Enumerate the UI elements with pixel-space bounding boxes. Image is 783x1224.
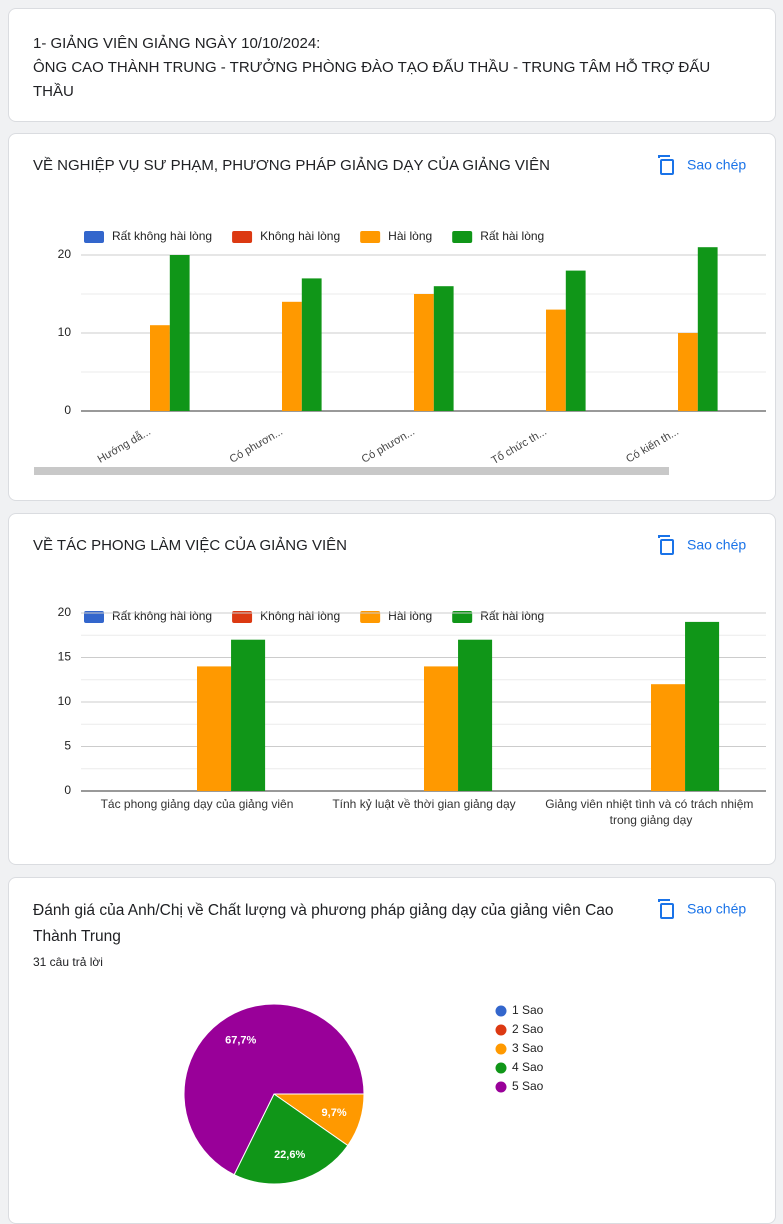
x-tick-label: Giảng viên nhiệt tình và có trách nhiệm … (545, 797, 756, 827)
copy-label[interactable]: Sao chép (687, 157, 746, 173)
legend-swatch (360, 231, 381, 243)
legend-label: Rất không hài lòng (112, 229, 212, 243)
legend-swatch (495, 1024, 507, 1036)
plot: Hướng dẫ... Có phươn... Có phươn... Tổ chức… (81, 247, 766, 467)
x-tick-label: Tổ chức th... (489, 426, 549, 467)
bar (424, 666, 459, 791)
legend-label: 4 Sao (512, 1060, 544, 1074)
chart-card: VỀ NGHIỆP VỤ SƯ PHẠM, PHƯƠNG PHÁP GIẢNG … (8, 133, 776, 501)
legend-label: 2 Sao (512, 1022, 544, 1036)
legend-label: 3 Sao (512, 1041, 544, 1055)
pie-slice (183, 1003, 365, 1176)
header-title: 1- GIẢNG VIÊN GIẢNG NGÀY 10/10/2024: (33, 35, 321, 52)
chart-title: VỀ NGHIỆP VỤ SƯ PHẠM, PHƯƠNG PHÁP GIẢNG … (33, 156, 550, 174)
bar (231, 639, 266, 791)
header-subtitle: ÔNG CAO THÀNH TRUNG - TRƯỞNG PHÒNG ĐÀO T… (33, 59, 711, 100)
copy-button[interactable]: Sao chép (658, 535, 746, 555)
legend-swatch (452, 231, 473, 243)
copy-icon (658, 535, 670, 538)
chart: Sao chép 9,7% 22,6% 67,7% 1 Sao 2 Sao 3 Sao 4 S… (183, 899, 746, 1185)
x-tick-label-line: trong giảng dạy (610, 813, 693, 827)
legend-label: Hài lòng (388, 609, 432, 623)
copy-icon (658, 155, 670, 158)
x-tick-label: Có phươn... (228, 426, 285, 466)
legend-swatch (84, 611, 104, 623)
y-tick-label: 5 (64, 739, 71, 753)
x-tick-label: Hướng dẫ... (95, 425, 153, 466)
header-text: 1- GIẢNG VIÊN GIẢNG NGÀY 10/10/2024: ÔNG… (33, 32, 748, 104)
slice-label: 22,6% (274, 1149, 305, 1161)
pie-slice (233, 1093, 349, 1185)
legend-label: Rất không hài lòng (112, 609, 212, 623)
chart-card: VỀ TÁC PHONG LÀM VIỆC CỦA GIẢNG VIÊN Sao … (8, 513, 776, 865)
y-tick-label: 20 (58, 247, 72, 261)
chart-card: Sao chép 9,7% 22,6% 67,7% 1 Sao 2 Sao 3 Sao 4 S… (8, 877, 776, 1224)
copy-icon (658, 899, 670, 902)
legend-swatch (495, 1081, 507, 1093)
legend-label: Không hài lòng (260, 229, 340, 243)
y-tick-label: 0 (64, 783, 71, 797)
bar (546, 309, 566, 411)
legend-swatch (495, 1043, 507, 1055)
bar (150, 325, 170, 411)
y-tick-label: 10 (58, 694, 72, 708)
legend-label: Không hài lòng (260, 609, 340, 623)
legend-label: Hài lòng (388, 229, 432, 243)
legend-swatch (452, 611, 473, 623)
bar (197, 666, 232, 791)
x-tick-label: Có kiến th... (624, 426, 681, 466)
bar (651, 684, 686, 791)
legend-label: Rất hài lòng (480, 609, 544, 623)
header-card: 1- GIẢNG VIÊN GIẢNG NGÀY 10/10/2024: ÔNG… (8, 8, 776, 122)
legend-swatch (495, 1062, 507, 1074)
bar (282, 301, 302, 411)
bar (169, 255, 190, 411)
copy-icon (660, 903, 674, 919)
copy-icon (660, 539, 674, 555)
legend-label: 1 Sao (512, 1003, 544, 1017)
bar (565, 270, 586, 411)
copy-button[interactable]: Sao chép (658, 899, 746, 919)
legend-swatch (360, 611, 381, 623)
chart: VỀ NGHIỆP VỤ SƯ PHẠM, PHƯƠNG PHÁP GIẢNG … (33, 155, 766, 475)
plot: Tác phong giảng dạy của giảng viên Tính k… (81, 612, 766, 827)
slice-label: 67,7% (225, 1034, 256, 1046)
y-tick-label: 15 (58, 650, 72, 664)
bar (458, 639, 493, 791)
copy-label[interactable]: Sao chép (687, 537, 746, 553)
legend-label: Rất hài lòng (480, 229, 544, 243)
x-tick-label-line: Giảng viên nhiệt tình và có trách nhiệm (545, 797, 756, 811)
copy-label[interactable]: Sao chép (687, 901, 746, 917)
copy-icon (660, 159, 674, 175)
bar (301, 278, 322, 411)
legend-swatch (232, 231, 253, 243)
legend-swatch (495, 1005, 507, 1017)
y-tick-label: 10 (58, 325, 72, 339)
chart-title: VỀ TÁC PHONG LÀM VIỆC CỦA GIẢNG VIÊN (33, 536, 347, 554)
legend-swatch (232, 611, 253, 623)
x-tick-label: Có phươn... (360, 426, 417, 466)
y-tick-label: 0 (64, 403, 71, 417)
chart-subtitle: 31 câu trả lời (33, 955, 103, 969)
y-tick-label: 20 (58, 605, 72, 619)
legend-swatch (84, 231, 104, 243)
bar (697, 247, 718, 411)
chart-title: Đánh giá của Anh/Chị về Chất lượng và ph… (33, 902, 614, 945)
x-tick-label: Tác phong giảng dạy của giảng viên (101, 797, 294, 811)
scrollbar[interactable] (34, 467, 669, 475)
legend-label: 5 Sao (512, 1079, 544, 1093)
bar (685, 621, 720, 791)
bar (414, 294, 434, 411)
x-tick-label: Tính kỷ luật về thời gian giảng dạy (332, 797, 515, 811)
slice-label: 9,7% (322, 1107, 347, 1119)
bar (433, 286, 454, 411)
chart: VỀ TÁC PHONG LÀM VIỆC CỦA GIẢNG VIÊN Sao … (33, 535, 766, 827)
bar (678, 333, 698, 411)
copy-button[interactable]: Sao chép (658, 155, 746, 175)
